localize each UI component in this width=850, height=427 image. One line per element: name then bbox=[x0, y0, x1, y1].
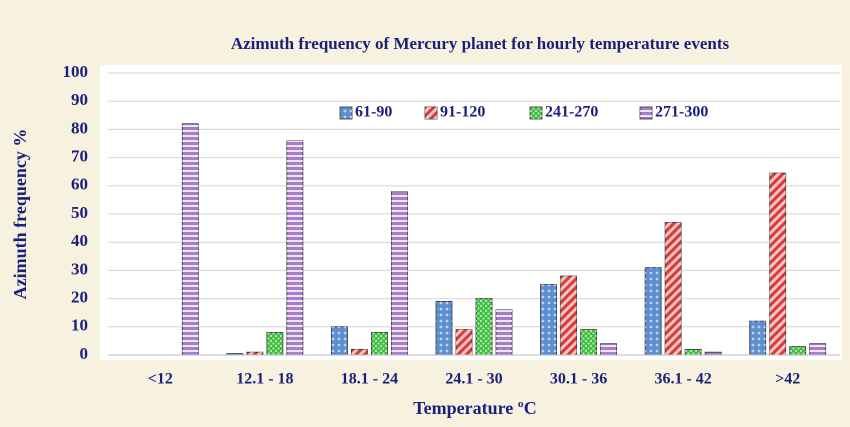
x-tick-label: >42 bbox=[775, 371, 800, 388]
bar-pattern bbox=[665, 222, 682, 355]
y-tick-label: 80 bbox=[71, 118, 88, 137]
bar-pattern bbox=[580, 329, 597, 355]
bar-pattern bbox=[456, 329, 472, 355]
x-tick-label: 18.1 - 24 bbox=[341, 371, 398, 388]
legend-swatch-pattern bbox=[640, 107, 652, 119]
bar-pattern bbox=[540, 284, 557, 355]
chart-title: Azimuth frequency of Mercury planet for … bbox=[231, 34, 730, 53]
y-tick-label: 40 bbox=[71, 231, 88, 250]
bar-pattern bbox=[600, 343, 617, 355]
bar-pattern bbox=[560, 276, 577, 355]
bar-pattern bbox=[789, 346, 806, 355]
x-tick-label: 12.1 - 18 bbox=[236, 371, 293, 388]
y-tick-label: 60 bbox=[71, 175, 88, 194]
y-tick-label: 20 bbox=[71, 288, 88, 307]
bar-pattern bbox=[266, 332, 283, 355]
y-tick-label: 90 bbox=[71, 90, 88, 109]
bar-pattern bbox=[749, 321, 766, 355]
legend-swatch-pattern bbox=[530, 107, 542, 119]
bar-pattern bbox=[496, 309, 512, 355]
x-tick-label: <12 bbox=[148, 371, 173, 388]
y-tick-label: 30 bbox=[71, 259, 88, 278]
bar-pattern bbox=[476, 298, 492, 355]
bar-pattern bbox=[351, 349, 368, 355]
y-tick-label: 100 bbox=[63, 62, 89, 81]
legend-label: 241-270 bbox=[545, 104, 598, 121]
bar-pattern bbox=[182, 123, 199, 355]
bar-pattern bbox=[645, 267, 662, 355]
x-tick-label: 24.1 - 30 bbox=[445, 371, 502, 388]
bar-pattern bbox=[391, 191, 408, 355]
y-tick-label: 0 bbox=[80, 344, 89, 363]
plot-area bbox=[100, 65, 842, 360]
bar-pattern bbox=[331, 326, 348, 355]
bar-pattern bbox=[685, 349, 702, 355]
bar-pattern bbox=[769, 173, 786, 355]
x-axis-label: Temperature ºC bbox=[413, 398, 536, 418]
bar-pattern bbox=[705, 352, 722, 355]
x-tick-label: 36.1 - 42 bbox=[654, 371, 711, 388]
legend-label: 61-90 bbox=[355, 104, 392, 121]
bar-pattern bbox=[286, 140, 303, 355]
bar-pattern bbox=[436, 301, 452, 355]
bar-pattern bbox=[226, 353, 243, 355]
y-tick-label: 50 bbox=[71, 203, 88, 222]
legend-swatch-pattern bbox=[425, 107, 437, 119]
legend-label: 91-120 bbox=[440, 104, 485, 121]
legend-swatch-pattern bbox=[340, 107, 352, 119]
bar-pattern bbox=[371, 332, 388, 355]
y-axis-label: Azimuth frequency % bbox=[10, 129, 30, 300]
bar-pattern bbox=[809, 343, 826, 355]
y-tick-label: 70 bbox=[71, 147, 88, 166]
x-tick-label: 30.1 - 36 bbox=[550, 371, 607, 388]
y-tick-label: 10 bbox=[71, 316, 88, 335]
legend-label: 271-300 bbox=[655, 104, 708, 121]
bar-pattern bbox=[246, 352, 263, 355]
